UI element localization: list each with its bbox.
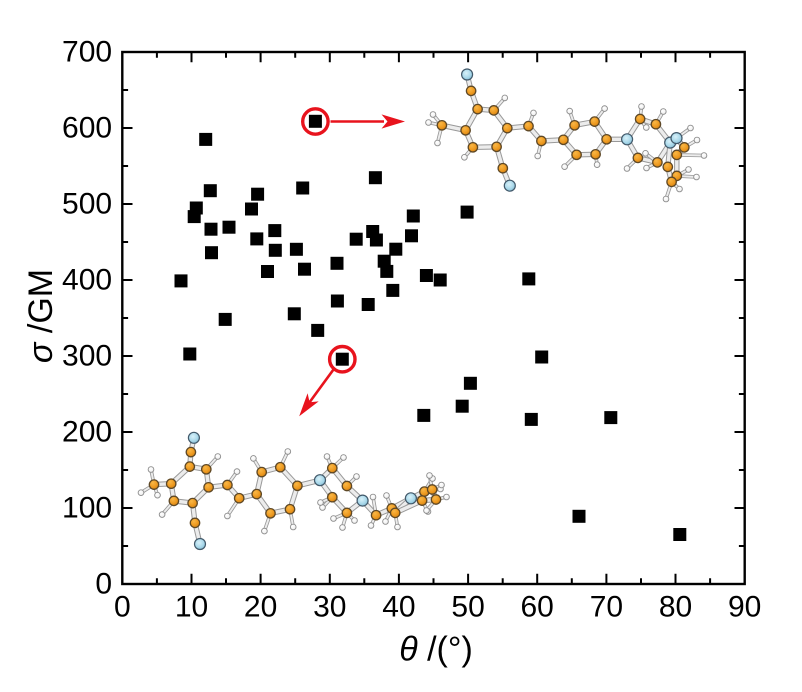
svg-text:θ /(°): θ /(°) bbox=[399, 631, 473, 669]
svg-text:40: 40 bbox=[382, 591, 415, 624]
svg-text:σ /GM: σ /GM bbox=[22, 269, 60, 363]
svg-text:700: 700 bbox=[62, 36, 112, 69]
svg-text:80: 80 bbox=[659, 591, 692, 624]
svg-text:100: 100 bbox=[62, 492, 112, 525]
svg-text:0: 0 bbox=[114, 591, 131, 624]
svg-text:200: 200 bbox=[62, 416, 112, 449]
svg-text:50: 50 bbox=[451, 591, 484, 624]
svg-text:500: 500 bbox=[62, 188, 112, 221]
svg-text:60: 60 bbox=[521, 591, 554, 624]
svg-text:90: 90 bbox=[728, 591, 761, 624]
svg-text:300: 300 bbox=[62, 340, 112, 373]
svg-text:70: 70 bbox=[590, 591, 623, 624]
svg-text:20: 20 bbox=[244, 591, 277, 624]
svg-text:600: 600 bbox=[62, 112, 112, 145]
svg-text:0: 0 bbox=[95, 568, 112, 601]
svg-text:30: 30 bbox=[313, 591, 346, 624]
svg-text:10: 10 bbox=[175, 591, 208, 624]
svg-text:400: 400 bbox=[62, 264, 112, 297]
